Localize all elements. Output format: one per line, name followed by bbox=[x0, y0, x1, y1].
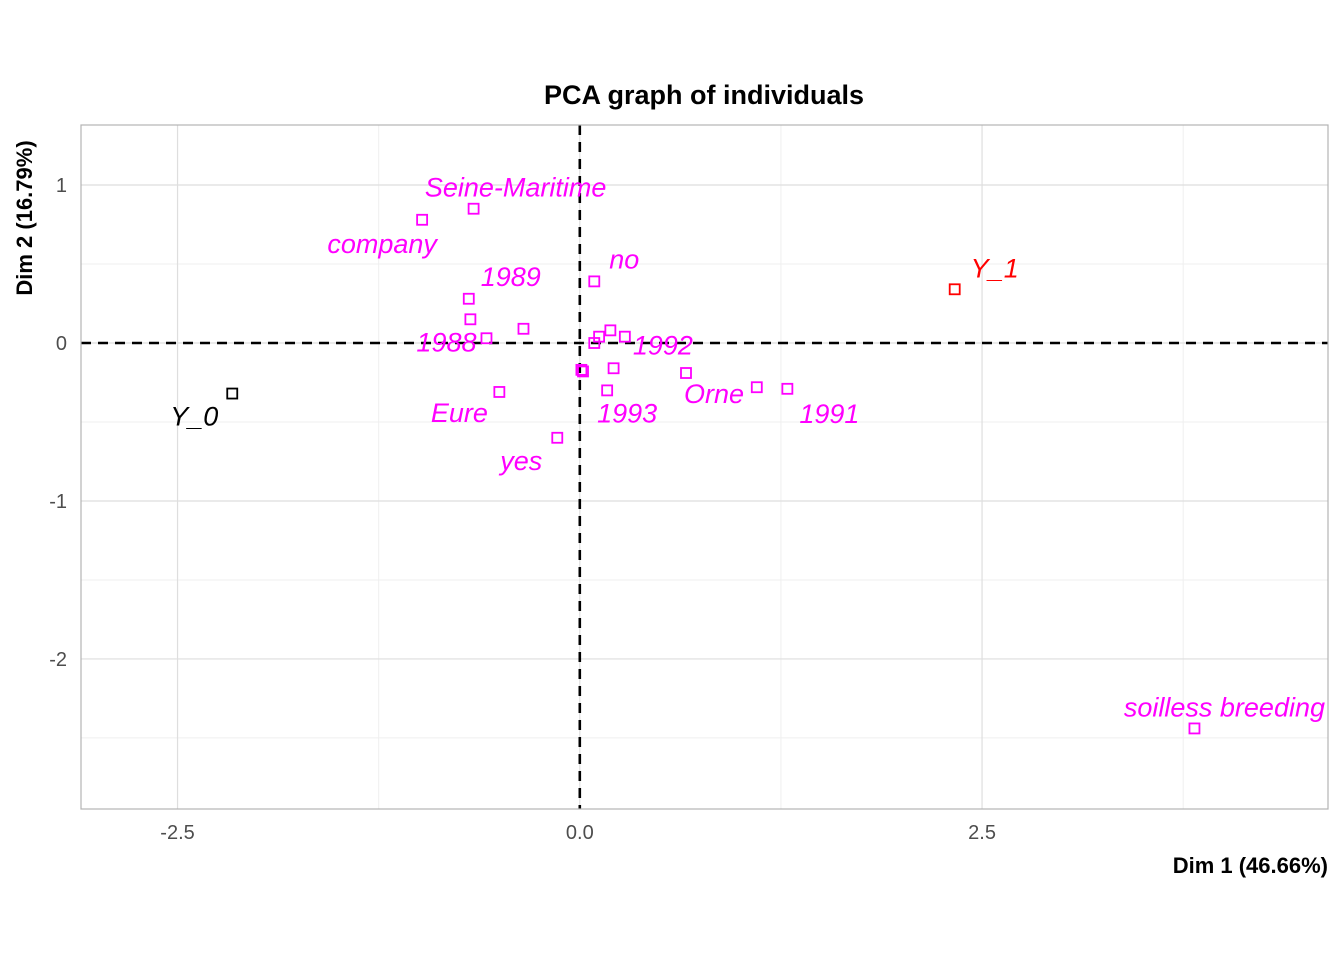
point-label: yes bbox=[498, 446, 542, 476]
data-point bbox=[467, 202, 480, 215]
point-label: 1989 bbox=[481, 262, 541, 292]
data-point bbox=[781, 382, 794, 395]
point-label: soilless breeding bbox=[1124, 692, 1325, 722]
data-point bbox=[750, 381, 763, 394]
data-point bbox=[517, 322, 530, 335]
panel-border-rect bbox=[80, 124, 1329, 810]
data-point bbox=[604, 324, 617, 337]
point-label: Y_0 bbox=[170, 402, 218, 432]
x-tick-label: 2.5 bbox=[968, 822, 996, 844]
y-axis-title: Dim 2 (16.79%) bbox=[12, 140, 37, 295]
data-point bbox=[416, 213, 429, 226]
point-label: 1988 bbox=[416, 327, 476, 357]
data-point bbox=[551, 431, 564, 444]
point-label: 1993 bbox=[597, 398, 657, 428]
tick-labels: -2.5 0.0 2.5 -2 -1 0 1 bbox=[49, 175, 996, 844]
data-point bbox=[464, 313, 477, 326]
x-tick-label: 0.0 bbox=[566, 822, 594, 844]
data-point bbox=[226, 387, 239, 400]
data-point bbox=[607, 362, 620, 375]
data-point bbox=[480, 332, 493, 345]
data-point bbox=[618, 330, 631, 343]
point-label: Orne bbox=[684, 379, 744, 409]
point-labels: Y_0 Y_1 soilless breeding Seine-Maritime com… bbox=[170, 173, 1325, 723]
data-point bbox=[575, 363, 588, 376]
point-label: no bbox=[609, 244, 639, 274]
panel-border bbox=[80, 124, 1329, 810]
y-tick-label: 1 bbox=[56, 175, 67, 197]
point-label: 1991 bbox=[799, 399, 859, 429]
y-tick-label: -2 bbox=[49, 649, 67, 671]
data-point bbox=[588, 337, 601, 349]
points bbox=[226, 202, 1201, 735]
data-point bbox=[601, 384, 614, 397]
data-point bbox=[577, 365, 589, 378]
data-point bbox=[588, 275, 601, 288]
point-label: 1992 bbox=[633, 331, 693, 361]
chart-title: PCA graph of individuals bbox=[544, 80, 864, 110]
point-label: company bbox=[327, 229, 438, 259]
point-label: Eure bbox=[431, 398, 488, 428]
y-tick-label: 0 bbox=[56, 333, 67, 355]
data-point bbox=[493, 386, 506, 398]
y-tick-label: -1 bbox=[49, 491, 67, 513]
data-point bbox=[680, 367, 692, 379]
data-point bbox=[948, 283, 961, 296]
data-point bbox=[1188, 722, 1201, 735]
x-tick-label: -2.5 bbox=[160, 822, 194, 844]
reference-lines bbox=[81, 125, 1328, 809]
point-label: Seine-Maritime bbox=[425, 173, 607, 203]
x-axis-title: Dim 1 (46.66%) bbox=[1173, 853, 1328, 878]
point-label: Y_1 bbox=[971, 253, 1019, 283]
data-point bbox=[462, 292, 475, 305]
